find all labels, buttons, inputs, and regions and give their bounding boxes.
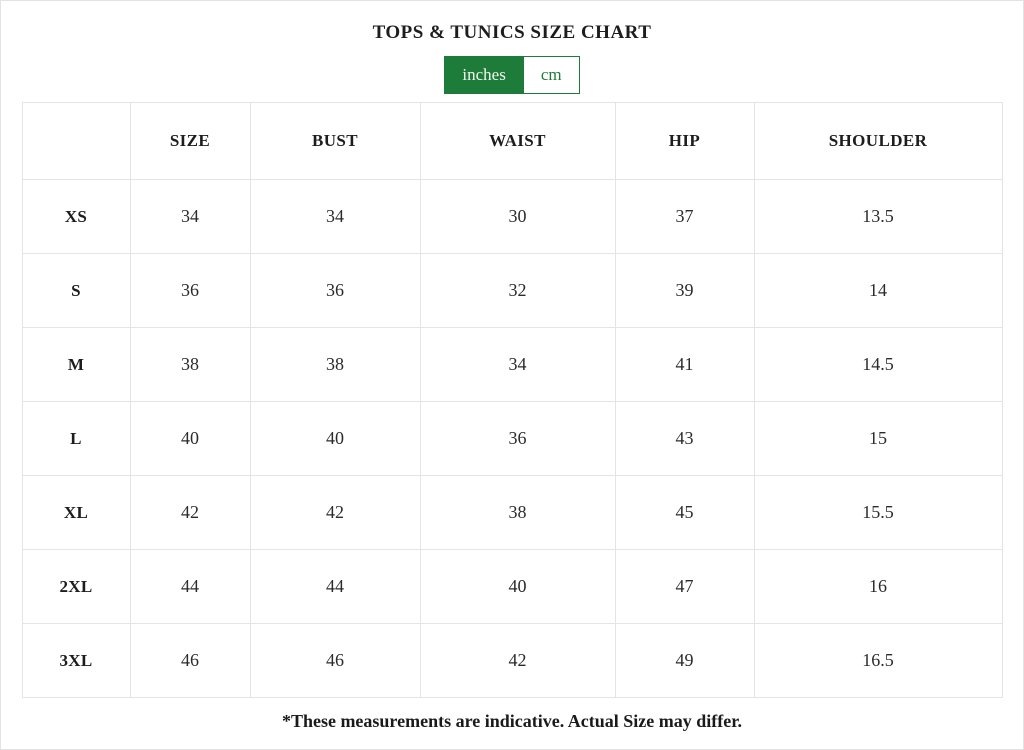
table-cell: 38	[129, 327, 251, 402]
size-chart-table: SIZE BUST WAIST HIP SHOULDER XS 34 34 30…	[21, 102, 1003, 698]
table-cell: 13.5	[753, 179, 1003, 254]
table-cell: 16	[753, 549, 1003, 624]
column-header-blank	[21, 102, 131, 180]
table-cell: 36	[129, 253, 251, 328]
size-row-label: M	[21, 327, 131, 402]
table-cell: 15	[753, 401, 1003, 476]
table-cell: 42	[249, 475, 421, 550]
size-row-label: XL	[21, 475, 131, 550]
table-cell: 47	[614, 549, 755, 624]
table-cell: 38	[419, 475, 616, 550]
unit-toggle-inches-button[interactable]: inches	[445, 57, 523, 93]
table-cell: 41	[614, 327, 755, 402]
unit-toggle-cm-button[interactable]: cm	[522, 57, 579, 93]
table-cell: 44	[249, 549, 421, 624]
size-row-label: 3XL	[21, 623, 131, 698]
table-cell: 34	[249, 179, 421, 254]
table-cell: 32	[419, 253, 616, 328]
table-cell: 45	[614, 475, 755, 550]
table-row: 2XL 44 44 40 47 16	[21, 549, 1003, 624]
table-cell: 44	[129, 549, 251, 624]
table-cell: 36	[249, 253, 421, 328]
table-cell: 40	[419, 549, 616, 624]
size-row-label: L	[21, 401, 131, 476]
table-cell: 37	[614, 179, 755, 254]
table-cell: 46	[249, 623, 421, 698]
table-cell: 42	[419, 623, 616, 698]
table-cell: 30	[419, 179, 616, 254]
table-cell: 46	[129, 623, 251, 698]
header-row: SIZE BUST WAIST HIP SHOULDER	[21, 102, 1003, 180]
page-title: TOPS & TUNICS SIZE CHART	[372, 22, 652, 43]
unit-toggle: inches cm	[444, 56, 580, 94]
table-cell: 40	[129, 401, 251, 476]
table-cell: 14.5	[753, 327, 1003, 402]
table-cell: 43	[614, 401, 755, 476]
table-cell: 38	[249, 327, 421, 402]
table-cell: 16.5	[753, 623, 1003, 698]
table-row: L 40 40 36 43 15	[21, 401, 1003, 476]
table-cell: 49	[614, 623, 755, 698]
column-header-size: SIZE	[129, 102, 251, 180]
table-cell: 15.5	[753, 475, 1003, 550]
column-header-hip: HIP	[614, 102, 755, 180]
size-row-label: XS	[21, 179, 131, 254]
table-cell: 42	[129, 475, 251, 550]
size-row-label: 2XL	[21, 549, 131, 624]
table-row: M 38 38 34 41 14.5	[21, 327, 1003, 402]
table-cell: 39	[614, 253, 755, 328]
column-header-waist: WAIST	[419, 102, 616, 180]
table-cell: 14	[753, 253, 1003, 328]
table-row: S 36 36 32 39 14	[21, 253, 1003, 328]
table-cell: 40	[249, 401, 421, 476]
table-cell: 34	[419, 327, 616, 402]
table-row: XS 34 34 30 37 13.5	[21, 179, 1003, 254]
unit-toggle-wrap: inches cm	[1, 56, 1023, 94]
column-header-shoulder: SHOULDER	[753, 102, 1003, 180]
table-row: 3XL 46 46 42 49 16.5	[21, 623, 1003, 698]
size-row-label: S	[21, 253, 131, 328]
table-row: XL 42 42 38 45 15.5	[21, 475, 1003, 550]
column-header-bust: BUST	[249, 102, 421, 180]
measurement-disclaimer: *These measurements are indicative. Actu…	[281, 711, 743, 731]
table-cell: 34	[129, 179, 251, 254]
table-cell: 36	[419, 401, 616, 476]
